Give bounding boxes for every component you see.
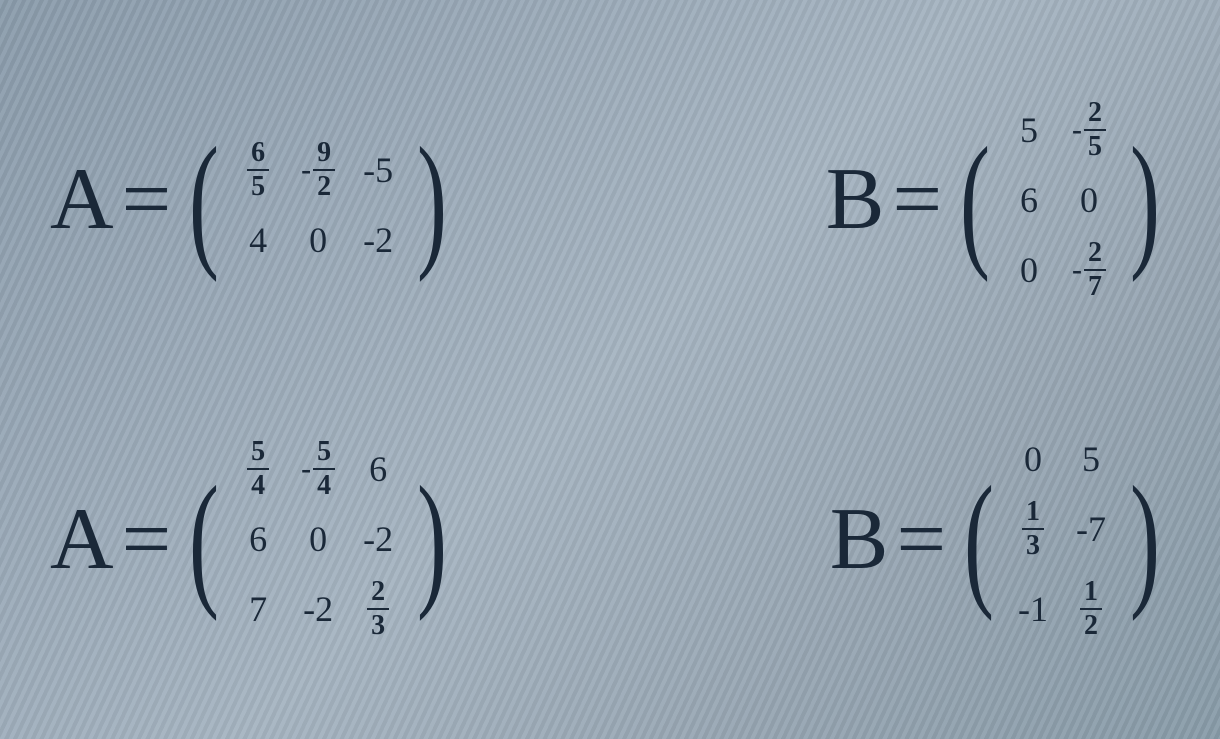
matrix-cell: 4 <box>243 219 273 261</box>
frac-den: 4 <box>247 468 269 500</box>
frac-den: 3 <box>367 608 389 640</box>
matrix-cell: -1 <box>1018 588 1048 630</box>
equals-sign: = <box>122 489 172 590</box>
frac-num: 9 <box>313 139 335 169</box>
paren-right-icon: ) <box>1130 140 1160 260</box>
frac-den: 2 <box>1080 608 1102 640</box>
paren-left-icon: ( <box>189 479 219 599</box>
frac-num: 1 <box>1022 498 1044 528</box>
matrix-cell: -7 <box>1076 508 1106 550</box>
variable-label: B <box>826 149 885 250</box>
frac-den: 2 <box>313 169 335 201</box>
equation-A-2: A = ( 54 -54 6 6 0 -2 7 -2 23 ) <box>50 430 457 648</box>
matrix-A-1: 65 -92 -5 4 0 -2 <box>237 131 399 269</box>
paren-right-icon: ) <box>417 479 447 599</box>
matrix-cell: 7 <box>243 588 273 630</box>
equation-B-2: B = ( 0 5 13 -7 -1 12 ) <box>830 430 1170 648</box>
frac-den: 7 <box>1084 269 1106 301</box>
frac-den: 5 <box>1084 129 1106 161</box>
frac-den: 3 <box>1022 528 1044 560</box>
matrix-cell: 65 <box>243 139 273 201</box>
matrix-cell: 5 <box>1076 438 1106 480</box>
frac-num: 1 <box>1080 578 1102 608</box>
neg-sign: - <box>301 153 311 187</box>
frac-num: 5 <box>313 438 335 468</box>
variable-label: A <box>50 489 114 590</box>
frac-num: 2 <box>367 578 389 608</box>
paren-right-icon: ) <box>1130 479 1160 599</box>
content-area: A = ( 65 -92 -5 4 0 -2 ) B = ( 5 -25 6 0 <box>0 0 1220 739</box>
matrix-cell: 13 <box>1018 498 1048 560</box>
frac-num: 2 <box>1084 99 1106 129</box>
matrix-cell: 0 <box>1014 249 1044 291</box>
matrix-cell: 6 <box>243 518 273 560</box>
matrix-B-1: 5 -25 6 0 0 -27 <box>1008 91 1112 309</box>
equation-row-1: A = ( 65 -92 -5 4 0 -2 ) B = ( 5 -25 6 0 <box>50 91 1170 309</box>
frac-den: 4 <box>313 468 335 500</box>
paren-left-icon: ( <box>189 140 219 260</box>
equation-A-1: A = ( 65 -92 -5 4 0 -2 ) <box>50 131 457 269</box>
paren-right-icon: ) <box>417 140 447 260</box>
equals-sign: = <box>122 149 172 250</box>
matrix-cell: 6 <box>363 448 393 490</box>
frac-num: 5 <box>247 438 269 468</box>
equation-row-2: A = ( 54 -54 6 6 0 -2 7 -2 23 ) B = ( 0 <box>50 430 1170 648</box>
matrix-cell: 12 <box>1076 578 1106 640</box>
matrix-cell: -27 <box>1072 239 1106 301</box>
neg-sign: - <box>301 452 311 486</box>
variable-label: B <box>830 489 889 590</box>
matrix-cell: 0 <box>303 219 333 261</box>
paren-left-icon: ( <box>960 140 990 260</box>
paren-left-icon: ( <box>964 479 994 599</box>
neg-sign: - <box>1072 113 1082 147</box>
matrix-cell: 23 <box>363 578 393 640</box>
matrix-cell: -2 <box>363 219 393 261</box>
frac-num: 2 <box>1084 239 1106 269</box>
matrix-B-2: 0 5 13 -7 -1 12 <box>1012 430 1112 648</box>
frac-den: 5 <box>247 169 269 201</box>
equals-sign: = <box>892 149 942 250</box>
matrix-cell: -2 <box>363 518 393 560</box>
matrix-cell: 6 <box>1014 179 1044 221</box>
variable-label: A <box>50 149 114 250</box>
matrix-cell: 0 <box>1074 179 1104 221</box>
neg-sign: - <box>1072 253 1082 287</box>
matrix-cell: 5 <box>1014 109 1044 151</box>
matrix-A-2: 54 -54 6 6 0 -2 7 -2 23 <box>237 430 399 648</box>
matrix-cell: -54 <box>301 438 335 500</box>
matrix-cell: -25 <box>1072 99 1106 161</box>
matrix-cell: -2 <box>303 588 333 630</box>
equals-sign: = <box>896 489 946 590</box>
matrix-cell: -92 <box>301 139 335 201</box>
equation-B-1: B = ( 5 -25 6 0 0 -27 ) <box>826 91 1170 309</box>
frac-num: 6 <box>247 139 269 169</box>
matrix-cell: 0 <box>303 518 333 560</box>
matrix-cell: 0 <box>1018 438 1048 480</box>
matrix-cell: 54 <box>243 438 273 500</box>
matrix-cell: -5 <box>363 149 393 191</box>
